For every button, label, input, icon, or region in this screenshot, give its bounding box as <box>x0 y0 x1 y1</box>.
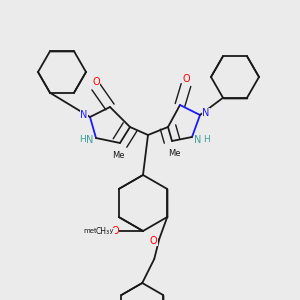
Text: O: O <box>92 77 100 87</box>
Text: N: N <box>202 108 210 118</box>
Text: N: N <box>80 110 88 120</box>
Text: N: N <box>86 135 94 145</box>
Text: O: O <box>111 226 119 236</box>
Text: N: N <box>194 135 202 145</box>
Text: CH₃: CH₃ <box>96 227 110 236</box>
Text: Me: Me <box>112 151 124 160</box>
Text: O: O <box>149 236 157 246</box>
Text: H: H <box>202 136 209 145</box>
Text: H: H <box>79 136 86 145</box>
Text: O: O <box>182 74 190 84</box>
Text: methoxy: methoxy <box>84 228 114 234</box>
Text: Me: Me <box>168 148 180 158</box>
